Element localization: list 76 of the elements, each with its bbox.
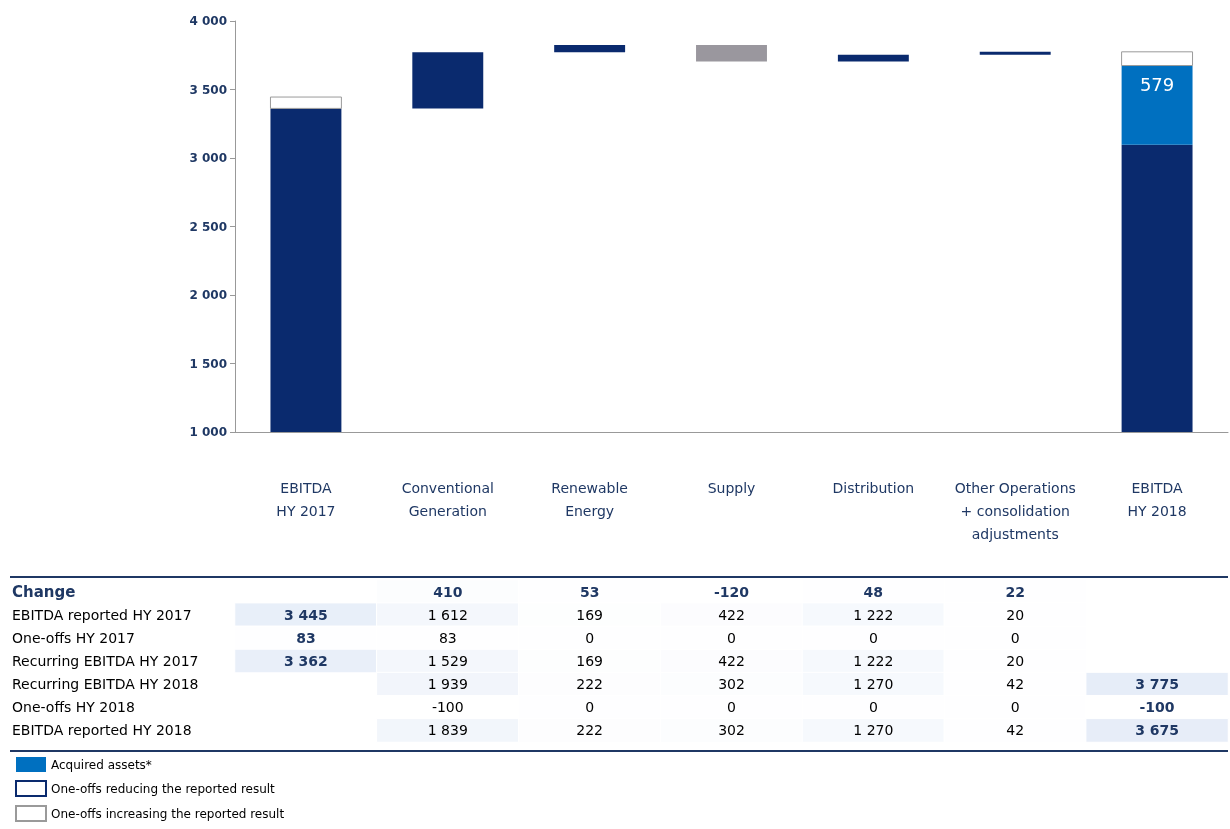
y-tick-label: 1 500 bbox=[189, 356, 227, 371]
y-tick-label: Change bbox=[12, 582, 76, 601]
y-tick-label: 2 500 bbox=[189, 219, 227, 234]
data-label: 302 bbox=[718, 722, 745, 739]
x-tick-label: Distribution bbox=[832, 479, 915, 496]
data-label: -100 bbox=[431, 699, 464, 716]
x-tick-label: Renewable Energy bbox=[551, 479, 628, 519]
data-label: 42 bbox=[1006, 722, 1025, 739]
data-label: 22 bbox=[1005, 583, 1025, 600]
y-tick-label: 1 000 bbox=[189, 425, 227, 439]
data-label: -100 bbox=[1139, 699, 1175, 716]
data-label: 222 bbox=[576, 676, 604, 693]
data-label: 1 612 bbox=[427, 606, 468, 623]
data-label: 48 bbox=[863, 583, 884, 600]
data-label: 0 bbox=[868, 699, 878, 716]
data-label: 53 bbox=[579, 583, 600, 600]
bar bbox=[1121, 65, 1193, 145]
data-label: 0 bbox=[585, 629, 595, 646]
bar bbox=[979, 51, 1051, 55]
y-tick-label: EBITDA reported HY 2018 bbox=[12, 722, 192, 739]
data-label: 1 270 bbox=[853, 722, 894, 739]
data-label: 222 bbox=[576, 722, 604, 739]
bar bbox=[1121, 51, 1194, 67]
bar bbox=[1121, 144, 1193, 432]
bar bbox=[837, 54, 909, 62]
bar bbox=[554, 44, 626, 53]
data-label: 3 675 bbox=[1135, 722, 1179, 739]
bar bbox=[696, 44, 767, 62]
y-tick-label: 4 000 bbox=[189, 14, 227, 28]
data-label: 579 bbox=[1139, 74, 1175, 96]
data-label: -120 bbox=[713, 583, 750, 600]
data-label: 3 445 bbox=[284, 606, 328, 623]
y-tick-label: One-offs HY 2017 bbox=[12, 629, 135, 646]
x-tick-label: Conventional Generation bbox=[401, 479, 494, 519]
data-label: 0 bbox=[585, 699, 595, 716]
data-label: 169 bbox=[576, 606, 604, 623]
data-label: 1 939 bbox=[427, 676, 468, 693]
bar bbox=[269, 96, 342, 109]
data-label: 422 bbox=[718, 606, 745, 623]
y-tick-label: 2 000 bbox=[189, 288, 227, 302]
data-label: 410 bbox=[433, 583, 463, 600]
y-tick-label: Recurring EBITDA HY 2017 bbox=[12, 653, 199, 669]
x-tick-label: EBITDA HY 2017 bbox=[276, 479, 336, 519]
x-tick-label: Other Operations + consolidation adjustments bbox=[954, 479, 1076, 542]
bar bbox=[270, 108, 342, 432]
data-label: 302 bbox=[718, 676, 745, 693]
legend-label: Acquired assets* bbox=[51, 757, 152, 772]
y-tick-label: Recurring EBITDA HY 2018 bbox=[12, 676, 199, 693]
data-label: 0 bbox=[727, 629, 736, 646]
legend-label: One-offs reducing the reported result bbox=[51, 781, 276, 796]
data-label: 83 bbox=[296, 629, 316, 646]
data-label: 422 bbox=[718, 653, 745, 669]
legend-label: One-offs increasing the reported result bbox=[51, 806, 285, 821]
data-label: 169 bbox=[576, 653, 604, 669]
y-tick-label: One-offs HY 2018 bbox=[12, 699, 135, 716]
y-tick-label: 3 000 bbox=[189, 151, 227, 165]
data-label: 42 bbox=[1006, 676, 1025, 693]
y-tick-label: EBITDA reported HY 2017 bbox=[12, 606, 192, 623]
data-label: 1 222 bbox=[853, 606, 894, 623]
data-label: 20 bbox=[1006, 606, 1025, 623]
data-label: 3 362 bbox=[284, 653, 328, 669]
data-label: 0 bbox=[727, 699, 736, 716]
data-label: 0 bbox=[1010, 629, 1020, 646]
x-tick-label: Supply bbox=[707, 479, 756, 496]
data-label: 83 bbox=[438, 629, 457, 646]
bar bbox=[412, 52, 484, 109]
data-label: 0 bbox=[868, 629, 878, 646]
data-label: 1 270 bbox=[853, 676, 894, 693]
data-label: 0 bbox=[1010, 699, 1020, 716]
data-label: 1 529 bbox=[427, 653, 468, 669]
x-tick-label: EBITDA HY 2018 bbox=[1127, 479, 1187, 519]
data-label: 20 bbox=[1006, 653, 1025, 669]
data-label: 1 222 bbox=[853, 653, 894, 669]
data-label: 1 839 bbox=[427, 722, 468, 739]
data-label: 3 775 bbox=[1135, 676, 1179, 693]
y-tick-label: 3 500 bbox=[189, 82, 227, 97]
